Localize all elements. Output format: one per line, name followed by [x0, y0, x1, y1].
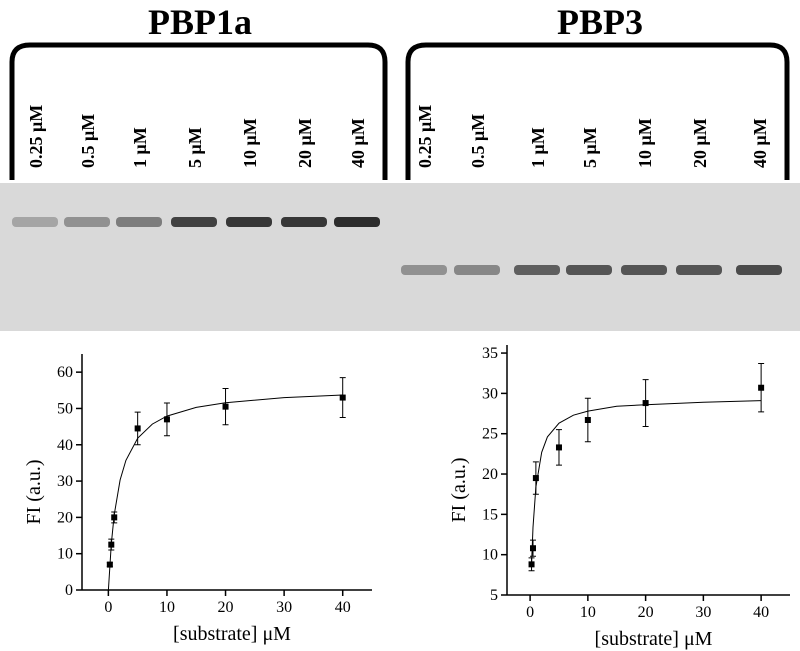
x-tick-label: 20	[218, 599, 234, 616]
lane-label: 0.5 μM	[468, 114, 488, 168]
lane-label: 5 μM	[580, 127, 600, 168]
y-tick-label: 0	[65, 582, 73, 599]
point	[163, 416, 170, 423]
point	[758, 384, 765, 391]
y-tick-label: 35	[482, 345, 498, 362]
point	[529, 545, 536, 552]
lane-label: 1 μM	[528, 127, 548, 168]
x-tick-label: 30	[695, 604, 711, 621]
gel-band	[736, 265, 782, 275]
gel-title: PBP1a	[148, 2, 252, 42]
lane-label: 20 μM	[690, 118, 710, 168]
gel-band	[12, 217, 58, 227]
y-tick-label: 20	[482, 466, 498, 483]
y-tick-label: 10	[482, 547, 498, 564]
x-tick-label: 10	[580, 604, 596, 621]
y-tick-label: 15	[482, 506, 498, 523]
point	[134, 425, 141, 432]
x-tick-label: 40	[335, 599, 351, 616]
bracket	[405, 42, 790, 180]
x-tick-label: 20	[638, 604, 654, 621]
y-tick-label: 50	[57, 400, 73, 417]
y-axis-label: FI (a.u.)	[448, 458, 470, 523]
gel-band	[676, 265, 722, 275]
gel-band	[401, 265, 447, 275]
point	[108, 541, 115, 548]
gel-band	[334, 217, 380, 227]
lane-label: 5 μM	[185, 127, 205, 168]
gel-band	[281, 217, 327, 227]
point	[532, 475, 539, 482]
gel-band	[171, 217, 217, 227]
y-tick-label: 60	[57, 364, 73, 381]
point	[642, 400, 649, 407]
lane-label: 0.25 μM	[415, 105, 435, 168]
x-axis-label: [substrate] μM	[173, 623, 291, 645]
point	[106, 561, 113, 568]
gel-band	[226, 217, 272, 227]
lane-label: 1 μM	[130, 127, 150, 168]
x-tick-label: 30	[276, 599, 292, 616]
gel-band	[621, 265, 667, 275]
lane-label: 20 μM	[295, 118, 315, 168]
y-axis-label: FI (a.u.)	[23, 460, 45, 525]
gel-title: PBP3	[557, 2, 643, 42]
fit-curve	[531, 400, 762, 566]
point	[584, 417, 591, 423]
x-tick-label: 0	[104, 599, 112, 616]
lane-label: 10 μM	[635, 118, 655, 168]
bracket	[9, 42, 388, 180]
y-tick-label: 20	[57, 509, 73, 526]
gel	[0, 183, 800, 331]
y-tick-label: 40	[57, 437, 73, 454]
x-axis-label: [substrate] μM	[595, 628, 713, 650]
y-tick-label: 25	[482, 426, 498, 443]
y-tick-label: 5	[490, 587, 498, 604]
gel-band	[514, 265, 560, 275]
gel-band	[64, 217, 110, 227]
y-tick-label: 30	[482, 385, 498, 402]
point	[339, 394, 346, 401]
lane-label: 10 μM	[240, 118, 260, 168]
lane-label: 40 μM	[750, 118, 770, 168]
lane-label: 0.25 μM	[26, 105, 46, 168]
gel-band	[116, 217, 162, 227]
y-tick-label: 30	[57, 473, 73, 490]
lane-label: 40 μM	[348, 118, 368, 168]
x-tick-label: 10	[159, 599, 175, 616]
point	[111, 514, 118, 521]
point	[555, 444, 562, 451]
point	[528, 561, 535, 568]
point	[222, 403, 229, 410]
y-tick-label: 10	[57, 546, 73, 563]
lane-label: 0.5 μM	[78, 114, 98, 168]
gel-band	[566, 265, 612, 275]
x-tick-label: 0	[526, 604, 534, 621]
x-tick-label: 40	[753, 604, 769, 621]
gel-band	[454, 265, 500, 275]
